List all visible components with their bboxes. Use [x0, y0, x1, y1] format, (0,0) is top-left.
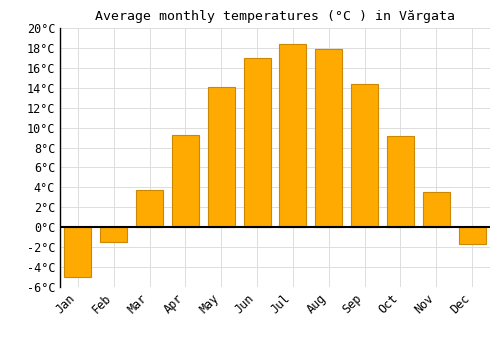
Bar	[423, 193, 450, 227]
Title: Average monthly temperatures (°C ) in Vărgata: Average monthly temperatures (°C ) in Vă…	[95, 10, 455, 23]
Bar	[387, 135, 414, 227]
Bar	[208, 87, 234, 227]
Bar	[351, 84, 378, 227]
Bar	[172, 135, 199, 227]
Bar	[316, 49, 342, 227]
Bar	[136, 190, 163, 227]
Bar	[100, 227, 127, 242]
Bar	[458, 227, 485, 244]
Bar	[280, 44, 306, 227]
Bar	[64, 227, 92, 277]
Bar	[244, 58, 270, 227]
